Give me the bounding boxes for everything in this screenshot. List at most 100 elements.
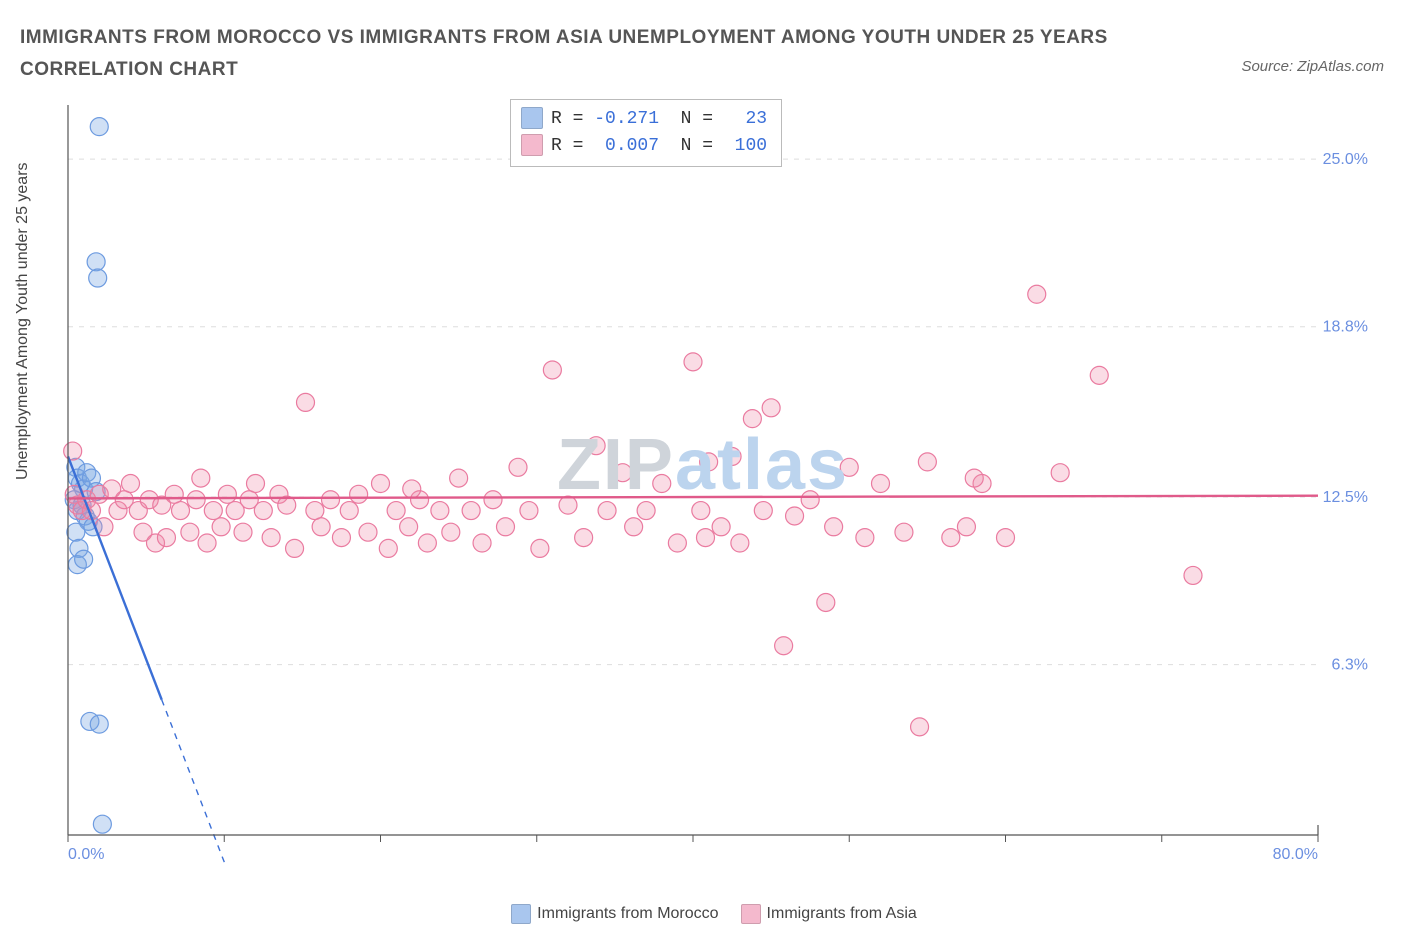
data-point xyxy=(450,469,468,487)
data-point xyxy=(509,458,527,476)
data-point xyxy=(692,502,710,520)
data-point xyxy=(697,529,715,547)
data-point xyxy=(625,518,643,536)
data-point xyxy=(340,502,358,520)
data-point xyxy=(462,502,480,520)
data-point xyxy=(731,534,749,552)
data-point xyxy=(67,523,85,541)
correlation-legend: R = -0.271 N = 23R = 0.007 N = 100 xyxy=(510,99,782,167)
data-point xyxy=(587,437,605,455)
data-point xyxy=(247,475,265,493)
y-tick-label: 25.0% xyxy=(1323,151,1368,168)
data-point xyxy=(418,534,436,552)
data-point xyxy=(997,529,1015,547)
data-point xyxy=(204,502,222,520)
data-point xyxy=(90,118,108,136)
trend-line-extrapolated xyxy=(162,700,248,865)
data-point xyxy=(212,518,230,536)
series-swatch xyxy=(741,904,761,924)
scatter-plot: 6.3% 12.5% 18.8% 25.0% 0.0% 80.0% xyxy=(58,95,1378,865)
data-point xyxy=(817,593,835,611)
legend-r-value: 0.007 xyxy=(594,136,659,156)
data-point xyxy=(497,518,515,536)
y-axis-label: Unemployment Among Youth under 25 years xyxy=(14,162,32,480)
data-point xyxy=(157,529,175,547)
data-point xyxy=(668,534,686,552)
data-point xyxy=(64,442,82,460)
data-point xyxy=(614,464,632,482)
legend-n-value: 23 xyxy=(724,109,767,129)
data-point xyxy=(1090,366,1108,384)
data-point xyxy=(93,815,111,833)
data-point xyxy=(856,529,874,547)
data-point xyxy=(297,393,315,411)
data-point xyxy=(559,496,577,514)
data-point xyxy=(387,502,405,520)
y-tick-label: 6.3% xyxy=(1332,657,1368,674)
legend-swatch xyxy=(521,107,543,129)
data-point xyxy=(262,529,280,547)
data-point xyxy=(181,523,199,541)
data-point xyxy=(700,453,718,471)
data-point xyxy=(825,518,843,536)
data-point xyxy=(520,502,538,520)
data-point xyxy=(198,534,216,552)
data-point xyxy=(684,353,702,371)
data-point xyxy=(786,507,804,525)
data-point xyxy=(400,518,418,536)
data-point xyxy=(1184,566,1202,584)
data-point xyxy=(1028,285,1046,303)
data-point xyxy=(575,529,593,547)
data-point xyxy=(122,475,140,493)
data-point xyxy=(442,523,460,541)
data-point xyxy=(332,529,350,547)
data-point xyxy=(918,453,936,471)
data-point xyxy=(872,475,890,493)
chart-container: IMMIGRANTS FROM MOROCCO VS IMMIGRANTS FR… xyxy=(0,0,1406,930)
chart-title: IMMIGRANTS FROM MOROCCO VS IMMIGRANTS FR… xyxy=(20,22,1256,87)
data-point xyxy=(372,475,390,493)
data-point xyxy=(403,480,421,498)
data-point xyxy=(254,502,272,520)
legend-n-value: 100 xyxy=(724,136,767,156)
data-point xyxy=(957,518,975,536)
data-point xyxy=(911,718,929,736)
data-point xyxy=(312,518,330,536)
source-credit: Source: ZipAtlas.com xyxy=(1241,58,1384,75)
legend-row: R = -0.271 N = 23 xyxy=(521,106,767,133)
data-point xyxy=(322,491,340,509)
y-tick-label: 12.5% xyxy=(1323,489,1368,506)
x-tick-label: 0.0% xyxy=(68,846,104,863)
data-point xyxy=(775,637,793,655)
data-point xyxy=(90,715,108,733)
data-point xyxy=(218,485,236,503)
data-point xyxy=(543,361,561,379)
data-point xyxy=(840,458,858,476)
data-point xyxy=(723,447,741,465)
data-point xyxy=(306,502,324,520)
data-point xyxy=(165,485,183,503)
x-tick-label: 80.0% xyxy=(1273,846,1318,863)
data-point xyxy=(712,518,730,536)
series-legend: Immigrants from Morocco Immigrants from A… xyxy=(0,904,1406,924)
data-point xyxy=(89,269,107,287)
data-point xyxy=(942,529,960,547)
data-point xyxy=(965,469,983,487)
data-point xyxy=(598,502,616,520)
data-point xyxy=(653,475,671,493)
data-point xyxy=(75,550,93,568)
data-point xyxy=(187,491,205,509)
data-point xyxy=(87,253,105,271)
series-label: Immigrants from Asia xyxy=(767,905,917,922)
series-label: Immigrants from Morocco xyxy=(537,905,718,922)
data-point xyxy=(1051,464,1069,482)
data-point xyxy=(762,399,780,417)
legend-row: R = 0.007 N = 100 xyxy=(521,133,767,160)
y-tick-label: 18.8% xyxy=(1323,319,1368,336)
data-point xyxy=(895,523,913,541)
data-point xyxy=(743,410,761,428)
data-point xyxy=(473,534,491,552)
data-point xyxy=(192,469,210,487)
data-point xyxy=(431,502,449,520)
data-point xyxy=(531,539,549,557)
